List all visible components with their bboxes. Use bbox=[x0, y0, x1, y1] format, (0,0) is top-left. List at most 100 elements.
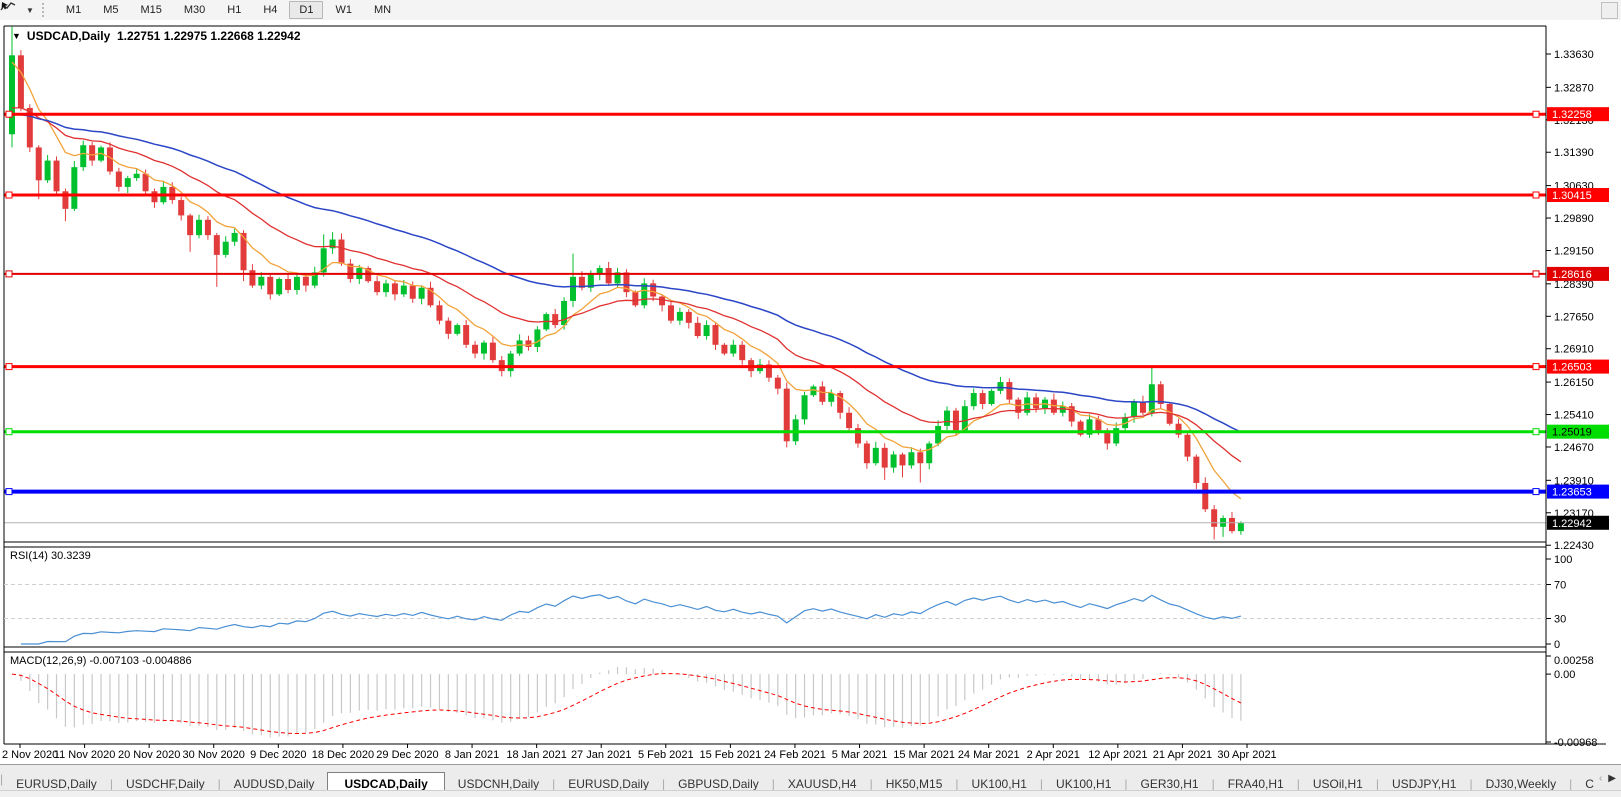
tab-usdjpy,h1[interactable]: USDJPY,H1 bbox=[1391, 777, 1457, 791]
svg-text:1.26150: 1.26150 bbox=[1554, 377, 1594, 389]
tab-eurusd,daily[interactable]: EURUSD,Daily bbox=[16, 777, 97, 791]
tab-divider: | bbox=[1211, 777, 1215, 791]
tab-divider: | bbox=[771, 777, 775, 791]
status-strip bbox=[0, 790, 1621, 797]
toolbar-grip bbox=[41, 3, 49, 17]
tab-eurusd,daily[interactable]: EURUSD,Daily bbox=[568, 777, 649, 791]
toolbar-overflow-button[interactable] bbox=[1601, 2, 1618, 19]
svg-text:30 Apr 2021: 30 Apr 2021 bbox=[1217, 749, 1276, 761]
tab-usoil,h1[interactable]: USOil,H1 bbox=[1312, 777, 1363, 791]
svg-text:30: 30 bbox=[1554, 614, 1566, 626]
svg-text:8 Jan 2021: 8 Jan 2021 bbox=[445, 749, 499, 761]
svg-text:24 Mar 2021: 24 Mar 2021 bbox=[958, 749, 1020, 761]
svg-text:2 Nov 2020: 2 Nov 2020 bbox=[2, 749, 58, 761]
chart-header: ▼ USDCAD,Daily 1.22751 1.22975 1.22668 1.… bbox=[12, 29, 301, 43]
svg-text:1.27650: 1.27650 bbox=[1554, 311, 1594, 323]
svg-text:30 Nov 2020: 30 Nov 2020 bbox=[183, 749, 245, 761]
chart-window: 1.336301.328701.321301.313901.306301.298… bbox=[0, 20, 1621, 764]
tab-audusd,daily[interactable]: AUDUSD,Daily bbox=[233, 777, 315, 791]
tab-hk50,m15[interactable]: HK50,M15 bbox=[885, 777, 943, 791]
tab-divider: | bbox=[1296, 777, 1300, 791]
tab-divider: | bbox=[1469, 777, 1473, 791]
timeframe-button-m1[interactable]: M1 bbox=[65, 4, 82, 16]
tab-divider: | bbox=[661, 777, 666, 791]
timeframe-button-m15[interactable]: M15 bbox=[140, 4, 162, 16]
timeframe-button-mn[interactable]: MN bbox=[373, 4, 392, 16]
tab-divider: | bbox=[0, 772, 4, 786]
tab-scroll-left-icon[interactable]: ‹ bbox=[1598, 772, 1603, 784]
svg-text:1.25410: 1.25410 bbox=[1554, 410, 1594, 422]
current-price-badge bbox=[1547, 515, 1609, 530]
svg-text:12 Apr 2021: 12 Apr 2021 bbox=[1088, 749, 1147, 761]
rsi-name: RSI(14) bbox=[10, 550, 48, 562]
svg-text:15 Mar 2021: 15 Mar 2021 bbox=[893, 749, 955, 761]
svg-text:1.31390: 1.31390 bbox=[1554, 147, 1594, 159]
svg-text:1.28390: 1.28390 bbox=[1554, 279, 1594, 291]
ma-slow-line bbox=[11, 113, 1242, 433]
rsi-indicator-label: RSI(14) 30.3239 bbox=[10, 550, 91, 562]
svg-text:2 Apr 2021: 2 Apr 2021 bbox=[1027, 749, 1080, 761]
tab-uk100,h1[interactable]: UK100,H1 bbox=[1056, 777, 1112, 791]
svg-text:1.23653: 1.23653 bbox=[1552, 487, 1592, 499]
tab-uk100,h1[interactable]: UK100,H1 bbox=[971, 777, 1027, 791]
rsi-pane: 100 70 30 0 bbox=[4, 554, 1572, 651]
chart-cursor-icon[interactable] bbox=[0, 2, 22, 18]
svg-text:29 Dec 2020: 29 Dec 2020 bbox=[376, 749, 438, 761]
ohlc-low: 1.22668 bbox=[210, 29, 254, 43]
svg-text:1.22430: 1.22430 bbox=[1554, 540, 1594, 552]
ohlc-open: 1.22751 bbox=[116, 29, 161, 43]
price-pane bbox=[4, 26, 1546, 540]
macd-name: MACD(12,26,9) bbox=[10, 655, 87, 667]
svg-text:70: 70 bbox=[1554, 580, 1566, 592]
ma-medium-line bbox=[12, 107, 1242, 463]
tab-divider: | bbox=[109, 777, 113, 791]
tab-divider: | bbox=[552, 777, 556, 791]
timeframe-button-d1[interactable]: D1 bbox=[289, 1, 324, 19]
price-axis: 1.336301.328701.321301.313901.306301.298… bbox=[1546, 49, 1609, 552]
svg-text:11 Nov 2020: 11 Nov 2020 bbox=[54, 749, 116, 761]
timeframe-button-h1[interactable]: H1 bbox=[227, 4, 242, 16]
timeframe-button-w1[interactable]: W1 bbox=[335, 4, 352, 16]
chart-canvas[interactable]: 1.336301.328701.321301.313901.306301.298… bbox=[0, 20, 1621, 764]
chart-dropdown-icon[interactable]: ▼ bbox=[12, 31, 21, 41]
svg-text:100: 100 bbox=[1554, 554, 1572, 566]
svg-text:1.30415: 1.30415 bbox=[1552, 190, 1592, 202]
svg-text:1.26503: 1.26503 bbox=[1552, 362, 1592, 374]
tab-usdchf,daily[interactable]: USDCHF,Daily bbox=[125, 777, 205, 791]
top-toolbar: ▼ M1 M5 M15 M30 H1 H4 D1 W1 MN bbox=[0, 0, 1621, 21]
svg-text:-0.00968: -0.00968 bbox=[1554, 737, 1597, 749]
rsi-line bbox=[20, 594, 1242, 645]
svg-text:0.00258: 0.00258 bbox=[1554, 655, 1594, 667]
tab-active-usdcad,daily[interactable]: USDCAD,Daily bbox=[327, 772, 445, 791]
svg-text:21 Apr 2021: 21 Apr 2021 bbox=[1153, 749, 1212, 761]
tab-divider: | bbox=[955, 777, 959, 791]
svg-text:1.23910: 1.23910 bbox=[1554, 475, 1594, 487]
tab-scroll-right-icon[interactable]: ▶ bbox=[1608, 772, 1616, 784]
tab-ger30,h1[interactable]: GER30,H1 bbox=[1140, 777, 1199, 791]
svg-text:5 Mar 2021: 5 Mar 2021 bbox=[832, 749, 888, 761]
svg-text:1.28616: 1.28616 bbox=[1552, 269, 1592, 281]
timeframe-button-m30[interactable]: M30 bbox=[183, 4, 206, 16]
svg-text:1.33630: 1.33630 bbox=[1554, 49, 1594, 61]
svg-text:1.29150: 1.29150 bbox=[1554, 245, 1594, 257]
chevron-down-icon[interactable]: ▼ bbox=[26, 5, 34, 15]
svg-text:1.32870: 1.32870 bbox=[1554, 82, 1594, 94]
svg-text:9 Dec 2020: 9 Dec 2020 bbox=[250, 749, 306, 761]
candlesticks bbox=[9, 26, 1244, 540]
macd-values: -0.007103 -0.004886 bbox=[89, 655, 192, 667]
timeframe-button-h4[interactable]: H4 bbox=[263, 4, 278, 16]
rsi-value: 30.3239 bbox=[50, 550, 91, 562]
svg-text:15 Feb 2021: 15 Feb 2021 bbox=[699, 749, 761, 761]
svg-text:27 Jan 2021: 27 Jan 2021 bbox=[571, 749, 632, 761]
macd-indicator-label: MACD(12,26,9) -0.007103 -0.004886 bbox=[10, 655, 192, 667]
svg-text:0: 0 bbox=[1554, 639, 1560, 651]
timeframe-button-m5[interactable]: M5 bbox=[103, 4, 119, 16]
tab-dj30,weekly[interactable]: DJ30,Weekly bbox=[1485, 777, 1557, 791]
tab-xauusd,h4[interactable]: XAUUSD,H4 bbox=[787, 777, 857, 791]
svg-text:1.32258: 1.32258 bbox=[1552, 109, 1592, 121]
tab-fra40,h1[interactable]: FRA40,H1 bbox=[1227, 777, 1284, 791]
tab-usdcnh,daily[interactable]: USDCNH,Daily bbox=[457, 777, 540, 791]
tab-gbpusd,daily[interactable]: GBPUSD,Daily bbox=[678, 777, 759, 791]
svg-text:1.24670: 1.24670 bbox=[1554, 442, 1594, 454]
